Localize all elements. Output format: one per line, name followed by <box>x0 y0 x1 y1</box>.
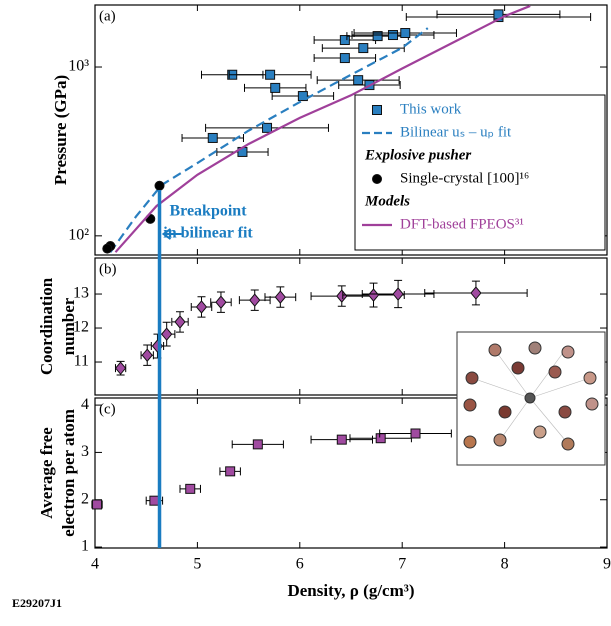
marker <box>339 53 350 64</box>
marker <box>215 295 227 309</box>
annotation: Breakpoint <box>169 203 247 220</box>
x-tick-label: 9 <box>603 556 611 573</box>
marker <box>339 35 350 46</box>
legend-box <box>354 94 606 251</box>
line <box>114 4 531 253</box>
x-tick-label: 4 <box>91 556 99 573</box>
y-tick-label: 4 <box>81 396 89 413</box>
y-axis-label: Coordination <box>37 277 56 375</box>
y-tick-label: 13 <box>73 285 89 302</box>
marker <box>392 287 404 301</box>
marker <box>262 122 273 133</box>
marker <box>410 428 421 439</box>
plot-frame <box>94 4 608 256</box>
marker <box>265 69 276 80</box>
y-tick-label: 11 <box>74 353 89 370</box>
legend-heading: Models <box>364 193 410 209</box>
marker <box>174 315 186 329</box>
footer: E29207J1 <box>12 596 62 610</box>
y-tick-label: 10² <box>68 227 89 244</box>
marker <box>207 132 218 143</box>
y-tick-label: 10³ <box>68 58 89 75</box>
y-axis-label: electron per atom <box>59 409 78 537</box>
x-tick-label: 8 <box>501 556 509 573</box>
inset-structure <box>456 331 606 466</box>
marker <box>149 495 160 506</box>
marker <box>274 290 286 304</box>
marker <box>249 293 261 307</box>
x-tick-label: 6 <box>296 556 304 573</box>
plot-frame <box>94 397 608 549</box>
marker <box>372 31 383 42</box>
legend-heading: Explosive pusher <box>364 147 471 163</box>
marker <box>92 499 103 510</box>
panel-label: (b) <box>99 261 117 277</box>
marker <box>336 289 348 303</box>
legend-swatch <box>372 174 382 184</box>
marker <box>114 361 127 375</box>
y-tick-label: 1 <box>81 538 89 555</box>
marker <box>252 439 263 450</box>
plots: 10² 10³ (a) Pressure (GPa) This work Bilinear… <box>37 4 611 600</box>
x-tick-label: 7 <box>398 556 406 573</box>
y-axis-label: number <box>59 297 78 355</box>
y-axis-label: Pressure (GPa) <box>51 75 70 185</box>
marker <box>400 28 411 39</box>
marker <box>358 43 369 54</box>
y-tick-label: 2 <box>81 490 89 507</box>
y-axis-label: Average free <box>37 427 56 519</box>
marker <box>225 466 236 477</box>
panel-label: (c) <box>99 401 116 417</box>
legend-label: This work <box>400 101 462 117</box>
legend-label: Single-crystal [100]¹⁶ <box>400 170 529 186</box>
marker <box>161 327 173 341</box>
y-tick-label: 12 <box>73 319 89 336</box>
marker <box>154 180 165 191</box>
marker <box>102 243 113 254</box>
marker <box>470 286 482 300</box>
plot-frame <box>94 257 608 396</box>
marker <box>336 434 347 445</box>
panel-label: (a) <box>99 8 116 24</box>
marker <box>141 348 153 363</box>
x-axis-label: Density, ρ (g/cm³) <box>287 581 414 600</box>
marker <box>387 30 398 41</box>
legend-label: Bilinear uₛ – uₚ fit <box>400 124 512 140</box>
legend-label: DFT-based FPEOS³¹ <box>400 216 524 232</box>
y-tick-label: 3 <box>81 443 89 460</box>
annotation-arrow <box>161 228 182 240</box>
marker <box>185 483 196 494</box>
legend-swatch <box>372 105 382 115</box>
line <box>109 27 429 253</box>
marker <box>375 433 386 444</box>
marker <box>270 82 281 93</box>
x-tick-label: 5 <box>193 556 201 573</box>
annotation: in bilinear fit <box>163 225 253 242</box>
marker <box>195 300 208 314</box>
marker <box>367 288 380 302</box>
marker <box>297 91 308 102</box>
marker <box>353 75 364 86</box>
